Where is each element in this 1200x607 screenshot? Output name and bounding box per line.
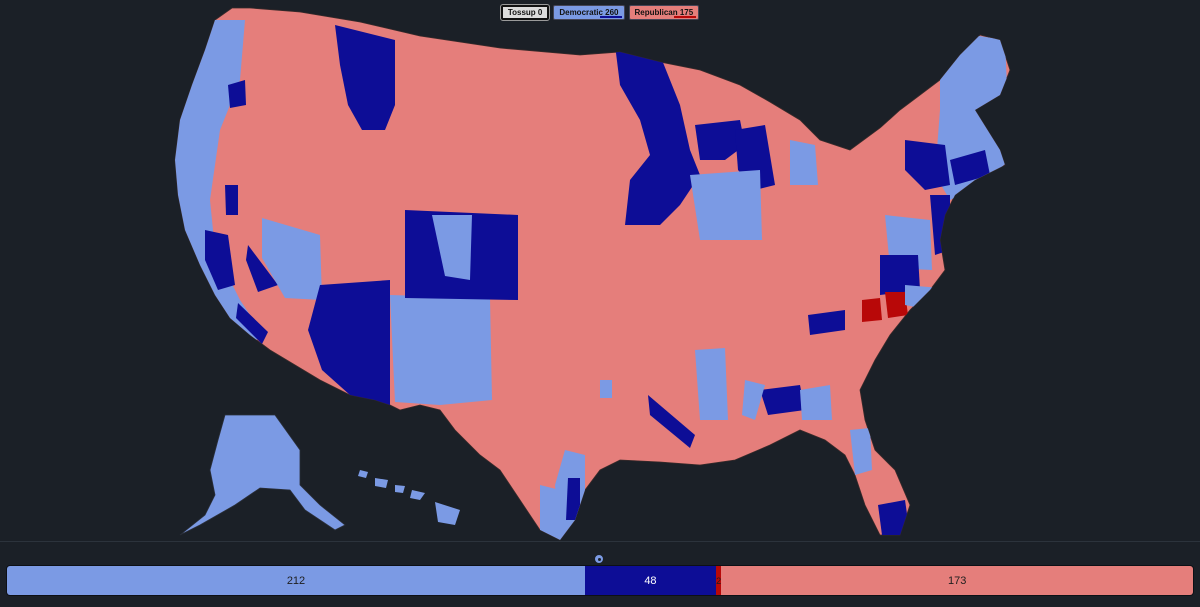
new-york-safe-dem bbox=[905, 140, 950, 190]
rio-grande-lean-dem bbox=[540, 485, 560, 540]
hawaii bbox=[358, 470, 460, 525]
miami-safe-dem bbox=[878, 500, 910, 535]
alaska bbox=[179, 414, 346, 536]
democratic-filter-button[interactable]: Democratic 260 bbox=[553, 5, 625, 20]
georgia-lean-dem bbox=[800, 385, 832, 420]
democratic-label: Democratic 260 bbox=[559, 8, 619, 17]
la-safe-dem bbox=[236, 303, 268, 344]
seat-count-bar: 212 48 2 173 bbox=[6, 565, 1194, 596]
district-map[interactable] bbox=[0, 0, 1200, 545]
wisconsin-safe-dem bbox=[695, 120, 745, 160]
south-texas-safe-dem bbox=[566, 478, 580, 520]
louisiana-safe-dem bbox=[648, 395, 695, 448]
safe-republican-segment[interactable]: 2 bbox=[715, 566, 722, 595]
illinois-lean-dem bbox=[690, 170, 762, 240]
virginia-safe-dem bbox=[880, 255, 920, 295]
bay-area-safe-dem bbox=[205, 230, 235, 290]
alabama-safe-dem bbox=[760, 385, 805, 415]
central-valley-safe-dem bbox=[246, 245, 278, 292]
republican-label: Republican 175 bbox=[634, 8, 694, 17]
new-mexico-lean-dem bbox=[390, 295, 492, 405]
sacramento-safe-dem bbox=[225, 185, 238, 215]
republican-swatch bbox=[674, 16, 697, 18]
montana-west-safe-dem bbox=[335, 25, 395, 130]
new-england-lean-dem bbox=[935, 30, 1010, 200]
denver-lean-dem bbox=[432, 215, 472, 280]
tossup-filter-button[interactable]: Tossup 0 bbox=[499, 4, 551, 21]
tossup-label: Tossup 0 bbox=[507, 8, 543, 17]
nc-safe-rep-west bbox=[862, 298, 882, 322]
seattle-safe-dem bbox=[228, 80, 246, 108]
democratic-swatch bbox=[599, 16, 622, 18]
florida-lean-dem bbox=[850, 428, 872, 475]
nc-safe-rep-east bbox=[885, 292, 908, 318]
panel-divider bbox=[0, 541, 1200, 542]
arizona-safe-dem bbox=[308, 280, 390, 405]
lean-republican-segment[interactable]: 173 bbox=[721, 566, 1193, 595]
boston-safe-dem bbox=[950, 150, 990, 185]
safe-democratic-segment[interactable]: 48 bbox=[585, 566, 716, 595]
party-legend: Tossup 0 Democratic 260 Republican 175 bbox=[0, 4, 1200, 21]
alabama-lean-dem bbox=[742, 380, 765, 420]
majority-marker-icon bbox=[594, 554, 604, 564]
dallas-lean-dem bbox=[600, 380, 612, 398]
republican-filter-button[interactable]: Republican 175 bbox=[628, 5, 700, 20]
mississippi-lean-dem bbox=[695, 348, 728, 420]
michigan-lean-dem bbox=[790, 140, 818, 185]
kentucky-safe-dem bbox=[808, 310, 845, 335]
nevada-lean-dem bbox=[262, 218, 322, 300]
lean-democratic-segment[interactable]: 212 bbox=[7, 566, 585, 595]
minnesota-safe-dem bbox=[615, 45, 700, 225]
